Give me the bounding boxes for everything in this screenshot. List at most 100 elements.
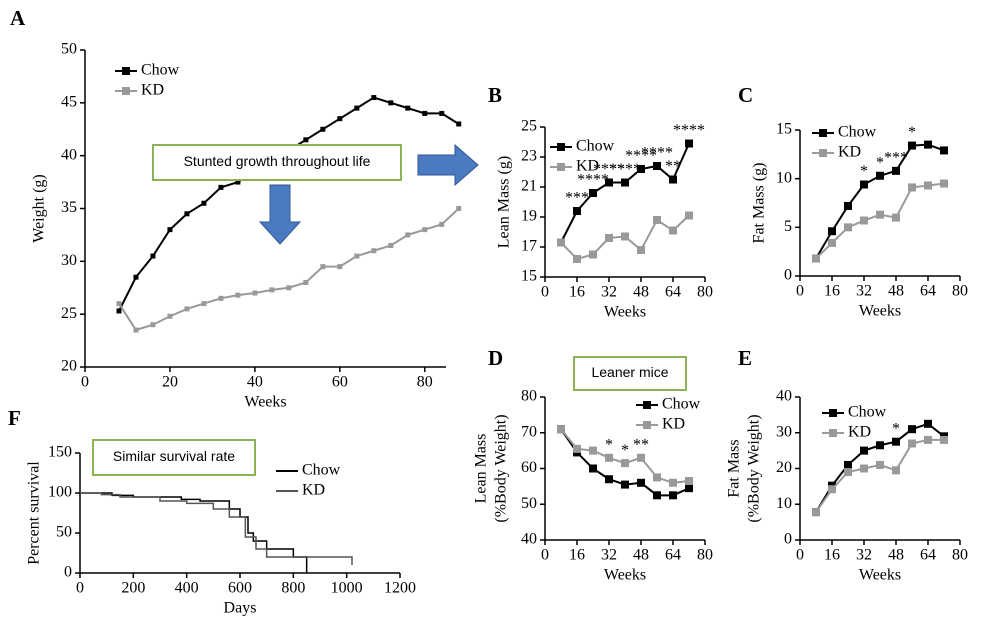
x-tick-label: 80 [952,283,968,300]
data-point [456,206,462,211]
y-tick-label: 50 [56,524,72,541]
x-tick-label: 1200 [384,580,416,597]
x-tick-label: 0 [796,547,804,564]
x-tick-label: 0 [541,284,549,301]
y-axis-label: Lean Mass [473,434,490,504]
x-axis-label: Weeks [604,304,646,321]
y-tick-label: 40 [776,388,792,405]
data-point [940,179,948,188]
significance: * [876,154,884,171]
data-point [605,234,613,242]
legend-label: KD [141,82,164,99]
data-point [557,425,565,434]
significance: ** [633,436,649,453]
series-line [815,182,945,260]
data-point [669,226,677,235]
x-tick-label: 200 [121,580,145,597]
data-point [844,468,852,477]
y-tick-label: 150 [48,444,72,461]
x-tick-label: 32 [856,283,872,300]
legend-label: KD [302,482,325,499]
data-point [439,221,445,227]
x-tick-label: 16 [569,547,585,564]
x-tick-label: 48 [888,547,904,564]
x-tick-label: 0 [76,580,84,597]
legend-marker [122,67,130,75]
legend-label: KD [576,158,599,175]
data-point [589,250,597,259]
data-point [573,444,581,453]
data-point [605,453,613,462]
data-point [422,110,428,116]
data-point [167,313,173,319]
data-point [218,184,224,190]
series-line [815,438,944,513]
x-axis-label: Weeks [859,303,901,320]
significance: ** [665,158,681,175]
data-point [218,295,224,301]
x-axis-label: Weeks [604,567,646,584]
data-point [184,211,190,217]
y-tick-label: 50 [61,41,77,58]
data-point [286,285,292,291]
legend-marker [643,421,651,429]
data-point [235,292,241,298]
data-point [828,485,836,494]
legend-label: Chow [662,396,701,413]
data-point [337,264,343,270]
y-tick-label: 17 [521,238,537,255]
significance: **** [609,161,641,178]
annotation-box [92,439,256,476]
data-point [116,308,122,314]
data-point [167,227,173,233]
legend-label: Chow [302,462,341,479]
y-tick-label: 15 [776,121,792,138]
x-tick-label: 60 [332,374,348,391]
legend-marker [819,129,827,137]
significance: **** [641,145,673,162]
panel-label: A [10,6,26,30]
y-tick-label: 0 [784,531,792,548]
legend-label: Chow [576,138,615,155]
data-point [812,508,820,517]
y-axis-label: Fat Mass (g) [751,163,768,244]
significance: * [605,436,613,453]
data-point [621,480,629,489]
legend-marker [829,429,837,437]
y-tick-label: 25 [61,305,77,322]
data-point [405,232,411,238]
legend-marker [819,149,827,157]
significance: *** [884,150,908,167]
data-point [876,210,884,219]
y-tick-label: 0 [784,267,792,284]
legend-label: Chow [848,404,887,421]
data-point [653,162,661,170]
data-point [669,478,677,487]
data-point [133,274,139,280]
data-point [320,264,326,270]
x-axis-label: Weeks [244,394,286,411]
y-tick-label: 70 [521,423,537,440]
data-point [860,216,868,225]
significance: *** [565,190,589,207]
data-point [456,121,462,127]
x-tick-label: 20 [162,374,178,391]
data-point [605,178,613,187]
data-point [876,460,884,469]
data-point [354,253,360,259]
data-point [133,327,139,333]
y-tick-label: 50 [521,495,537,512]
data-point [573,207,581,215]
data-point [637,165,645,173]
data-point [150,322,156,328]
x-tick-label: 48 [633,284,649,301]
y-tick-label: 5 [784,218,792,235]
data-point [557,238,565,247]
data-point [860,446,868,455]
data-point [860,180,868,189]
x-tick-label: 16 [824,547,840,564]
data-point [653,491,661,500]
data-point [828,238,836,247]
significance: * [908,124,916,141]
